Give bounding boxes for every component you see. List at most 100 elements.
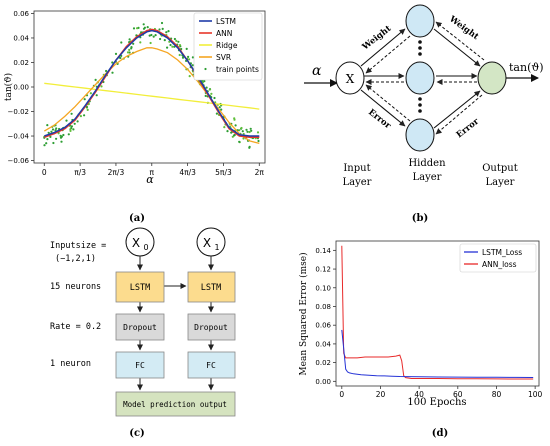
train-point (65, 119, 68, 122)
diagram-c-neurons-label: 15 neurons (50, 282, 101, 292)
train-point (160, 21, 164, 25)
train-point (142, 23, 145, 26)
train-point (171, 45, 174, 48)
train-point (46, 138, 49, 141)
train-point (226, 130, 229, 133)
train-point (100, 85, 103, 88)
chart-d-ylabel: Mean Squared Error (mse) (298, 252, 309, 375)
series-line-svr (43, 47, 260, 145)
diagram-b-error-right: Error (455, 116, 482, 140)
diagram-b-weight-left: Weight (360, 24, 393, 53)
train-point (223, 126, 226, 129)
y-tick-label: 0.14 (315, 247, 331, 255)
train-point (60, 140, 63, 143)
train-point (60, 135, 64, 138)
train-point (159, 37, 162, 41)
diagram-b-input-layer-1: Input (343, 163, 370, 174)
train-point (152, 35, 155, 38)
train-point (149, 41, 152, 45)
train-point (70, 112, 73, 115)
train-point (241, 130, 244, 133)
diagram-c-fc-label-0: FC (135, 361, 145, 370)
panel-label-c: (c) (129, 428, 145, 439)
train-point (166, 46, 169, 49)
train-point (213, 96, 216, 100)
diagram-c-lstm-label-1: LSTM (201, 283, 221, 293)
diagram-b-input-layer-2: Layer (343, 177, 372, 188)
chart-d-xlabel: 100 Epochs (407, 397, 466, 408)
diagram-c-fc-box-1 (187, 351, 236, 379)
chart-d: 0 20 40 60 80 100 0.00 0.02 0.04 0.06 0.08 0.10 0.12… (298, 240, 543, 408)
diagram-c-fc-box-0 (115, 351, 165, 379)
train-point (94, 78, 97, 81)
series-line-ridge (44, 82, 260, 110)
train-point (120, 41, 123, 44)
train-point (83, 114, 86, 117)
train-point (188, 75, 191, 78)
panel-label-a: (a) (129, 213, 145, 224)
train-point (178, 53, 181, 57)
train-point (204, 94, 207, 97)
legend-a-train: train points (216, 65, 259, 74)
train-point (139, 41, 142, 44)
diagram-b-hidden-layer-2: Layer (413, 172, 442, 183)
x-tick-label: 0 (339, 390, 344, 399)
train-point (69, 128, 72, 131)
series-line-ann_loss (341, 245, 534, 380)
diagram-b-hidden-node-3 (405, 118, 435, 152)
diagram-b-backward-arrows (365, 21, 485, 135)
train-point (146, 26, 149, 29)
train-point (173, 37, 176, 41)
y-tick-label: −0.02 (8, 108, 29, 116)
diagram-b-input-node-label: X (346, 72, 355, 86)
chart-d-series-lines (341, 245, 534, 380)
chart-a-ylabel: tan(ϑ) (3, 73, 14, 101)
train-point (73, 122, 76, 125)
diagram-c-dropout-box-1 (187, 313, 236, 341)
chart-a-legend: LSTM ANN Ridge SVR train points (193, 12, 263, 81)
train-point (246, 130, 249, 133)
x-tick-label: 20 (376, 390, 386, 399)
diagram-b-input-node (335, 61, 365, 95)
train-point (55, 137, 58, 140)
train-point (111, 61, 114, 64)
train-point (249, 127, 252, 130)
diagram-c-inputsize-value: (−1,2,1) (55, 254, 96, 264)
train-point (231, 135, 234, 138)
diagram-b-input-symbol: α (312, 63, 322, 79)
diagram-c-x1-sub: 1 (214, 243, 219, 252)
diagram-c-fc-label-1: FC (206, 361, 216, 370)
chart-d-legend: LSTM_Loss ANN_loss (459, 243, 537, 273)
train-point (169, 43, 172, 47)
train-point (233, 117, 236, 120)
x-tick-label: π/3 (74, 168, 86, 177)
legend-d-lstm: LSTM_Loss (482, 248, 522, 257)
diagram-b: α X tan(ϑ) (304, 4, 544, 188)
x-tick-label: 80 (492, 390, 502, 399)
x-tick-label: 0 (42, 168, 47, 177)
train-point (220, 108, 223, 111)
diagram-b-output-node (477, 61, 507, 95)
diagram-c-x0-label: X (132, 236, 140, 250)
y-tick-label: 0.06 (315, 322, 331, 330)
x-tick-label: π (150, 168, 155, 177)
train-point (79, 115, 82, 118)
train-point (240, 126, 243, 130)
legend-d-ann: ANN_loss (482, 260, 517, 269)
train-point (161, 27, 164, 30)
train-point (55, 127, 58, 130)
diagram-c-output-label: Model prediction output (123, 400, 227, 409)
panel-label-b: (b) (412, 213, 428, 224)
panel-label-d: (d) (432, 428, 448, 439)
train-point (43, 144, 46, 147)
diagram-c-output-box (115, 391, 236, 417)
train-point (154, 34, 157, 37)
y-tick-label: 0.02 (13, 59, 29, 67)
train-point (191, 56, 194, 59)
diagram-c-dropout-box-0 (115, 313, 165, 341)
y-tick-label: 0.06 (13, 10, 29, 18)
train-point (86, 108, 89, 111)
train-point (245, 128, 248, 131)
series-line-lstm_loss (341, 329, 534, 378)
y-tick-label: 0.02 (315, 359, 331, 367)
